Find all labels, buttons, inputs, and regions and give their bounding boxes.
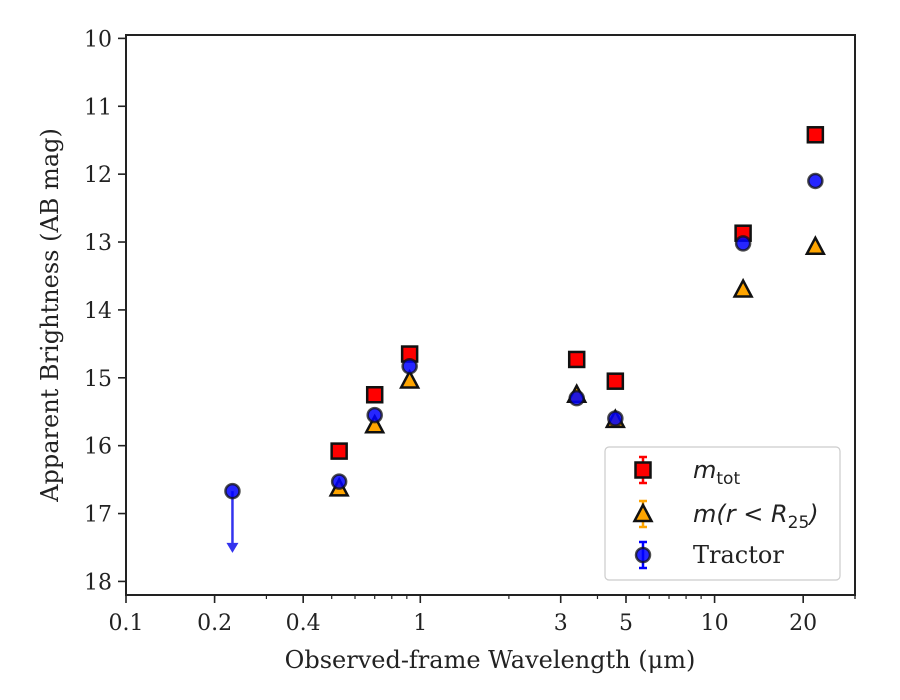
y-tick-label: 12 — [84, 163, 112, 188]
legend-marker-square — [634, 461, 652, 479]
tractor-point — [607, 410, 624, 427]
mtot-point — [806, 126, 825, 144]
m-r25-point — [804, 235, 826, 256]
tractor-point — [734, 235, 752, 252]
x-tick-label: 3 — [554, 611, 568, 636]
m-r25-point — [364, 413, 386, 434]
mtot-point — [330, 442, 348, 460]
legend-label-tractor: Tractor — [693, 541, 784, 569]
legend-marker-circle — [634, 546, 652, 564]
legend-marker-triangle — [632, 502, 654, 523]
legend-label-mtot: mtot — [693, 456, 740, 489]
y-axis-label: Apparent Brightness (AB mag) — [36, 128, 64, 503]
x-tick-label: 1 — [413, 611, 427, 636]
tractor-point — [366, 406, 383, 424]
y-tick-label: 13 — [84, 231, 112, 256]
y-tick-label: 17 — [84, 503, 112, 528]
upper-limit-arrow-head — [226, 542, 239, 553]
y-tick-label: 18 — [84, 570, 112, 595]
tractor-point — [224, 482, 241, 500]
mtot-point — [365, 386, 384, 404]
x-tick-label: 5 — [619, 611, 633, 636]
tractor-point — [568, 389, 585, 407]
m-r25-point — [732, 277, 754, 298]
x-tick-label: 0.2 — [197, 611, 232, 636]
y-tick-label: 10 — [84, 27, 112, 52]
x-tick-label: 20 — [789, 611, 817, 636]
x-tick-label: 0.4 — [286, 611, 321, 636]
x-tick-label: 0.1 — [109, 611, 144, 636]
y-tick-label: 16 — [84, 435, 112, 460]
tractor-point — [401, 357, 418, 375]
legend-box — [604, 446, 841, 581]
x-tick-label: 10 — [701, 611, 729, 636]
y-tick-label: 14 — [84, 299, 112, 324]
legend-label-m-r25: m(r < R25) — [693, 500, 819, 533]
tractor-point — [807, 172, 824, 190]
y-tick-label: 11 — [84, 95, 112, 120]
mtot-point — [606, 372, 625, 390]
x-axis-label: Observed-frame Wavelength (μm) — [285, 646, 696, 674]
tractor-point — [330, 473, 348, 490]
mtot-point — [567, 350, 586, 369]
plot-frame — [125, 34, 856, 596]
y-tick-label: 15 — [84, 367, 112, 392]
m-r25-point — [399, 368, 421, 389]
